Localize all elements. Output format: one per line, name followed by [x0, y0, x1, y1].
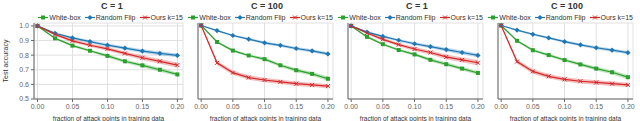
html-text:Ours k=15: Ours k=15: [450, 14, 483, 21]
html-text:Ours k=15: Ours k=15: [150, 14, 183, 21]
svg-text:0.5: 0.5: [19, 95, 29, 102]
svg-text:0.00: 0.00: [194, 103, 208, 110]
html-text:Ours k=15: Ours k=15: [600, 14, 633, 21]
svg-text:0.10: 0.10: [101, 103, 115, 110]
svg-text:0.7: 0.7: [19, 66, 29, 73]
svg-text:0.10: 0.10: [408, 103, 422, 110]
svg-text:0.00: 0.00: [494, 103, 508, 110]
svg-text:fraction of attack points in t: fraction of attack points in training da…: [53, 115, 165, 121]
svg-text:0.05: 0.05: [376, 103, 390, 110]
svg-text:0.10: 0.10: [558, 103, 572, 110]
svg-text:0.6: 0.6: [19, 81, 29, 88]
html-text:White-box: White-box: [499, 14, 531, 21]
html-text:Random Flip: Random Flip: [245, 14, 286, 21]
html-text:White-box: White-box: [349, 14, 381, 21]
svg-text:0.05: 0.05: [66, 103, 80, 110]
svg-text:0.05: 0.05: [526, 103, 540, 110]
svg-text:fraction of attack points in t: fraction of attack points in training da…: [510, 115, 622, 121]
svg-text:0.15: 0.15: [439, 103, 453, 110]
svg-text:1.0: 1.0: [19, 22, 29, 29]
html-text:Random Flip: Random Flip: [395, 14, 436, 21]
html-text:Random Flip: Random Flip: [95, 14, 136, 21]
svg-text:0.05: 0.05: [226, 103, 240, 110]
html-text:Ours k=15: Ours k=15: [300, 14, 333, 21]
svg-text:0.9: 0.9: [19, 37, 29, 44]
html-text:C = 100: C = 100: [251, 1, 283, 11]
svg-text:fraction of attack points in t: fraction of attack points in training da…: [360, 115, 472, 121]
svg-text:0.00: 0.00: [31, 103, 45, 110]
html-text:C = 1: C = 1: [101, 1, 123, 11]
html-text:C = 100: C = 100: [551, 1, 583, 11]
svg-text:0.15: 0.15: [136, 103, 150, 110]
svg-text:0.20: 0.20: [471, 103, 485, 110]
svg-text:0.10: 0.10: [258, 103, 272, 110]
svg-text:0.20: 0.20: [171, 103, 185, 110]
svg-text:0.15: 0.15: [289, 103, 303, 110]
svg-text:0.15: 0.15: [589, 103, 603, 110]
svg-text:0.20: 0.20: [321, 103, 335, 110]
html-text:Random Flip: Random Flip: [545, 14, 586, 21]
svg-text:Test accuracy: Test accuracy: [8, 39, 10, 82]
html-text:C = 1: C = 1: [406, 1, 428, 11]
html-text:White-box: White-box: [49, 14, 81, 21]
html-text:White-box: White-box: [199, 14, 231, 21]
svg-text:fraction of attack points in t: fraction of attack points in training da…: [210, 115, 322, 121]
svg-text:0.20: 0.20: [621, 103, 632, 110]
svg-text:0.8: 0.8: [19, 52, 29, 59]
svg-text:0.00: 0.00: [344, 103, 358, 110]
